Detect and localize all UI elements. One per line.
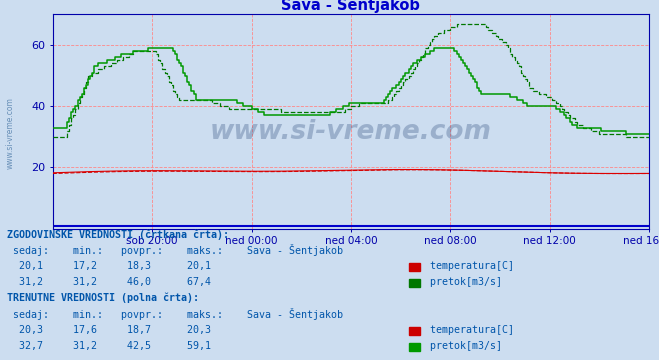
Text: www.si-vreme.com: www.si-vreme.com: [5, 97, 14, 169]
Text: TRENUTNE VREDNOSTI (polna črta):: TRENUTNE VREDNOSTI (polna črta):: [7, 293, 198, 303]
Text: 20,1     17,2     18,3      20,1: 20,1 17,2 18,3 20,1: [7, 261, 211, 271]
Text: sedaj:    min.:   povpr.:    maks.:    Sava - Šentjakob: sedaj: min.: povpr.: maks.: Sava - Šentj…: [7, 244, 343, 256]
Text: ZGODOVINSKE VREDNOSTI (črtkana črta):: ZGODOVINSKE VREDNOSTI (črtkana črta):: [7, 229, 229, 240]
Text: www.si-vreme.com: www.si-vreme.com: [210, 119, 492, 145]
Text: 20,3     17,6     18,7      20,3: 20,3 17,6 18,7 20,3: [7, 325, 211, 336]
Text: 32,7     31,2     42,5      59,1: 32,7 31,2 42,5 59,1: [7, 341, 211, 351]
Text: pretok[m3/s]: pretok[m3/s]: [424, 341, 501, 351]
Text: pretok[m3/s]: pretok[m3/s]: [424, 277, 501, 287]
Text: 31,2     31,2     46,0      67,4: 31,2 31,2 46,0 67,4: [7, 277, 211, 287]
Text: temperatura[C]: temperatura[C]: [424, 261, 514, 271]
Text: sedaj:    min.:   povpr.:    maks.:    Sava - Šentjakob: sedaj: min.: povpr.: maks.: Sava - Šentj…: [7, 307, 343, 320]
Title: Sava - Šentjakob: Sava - Šentjakob: [281, 0, 420, 13]
Text: temperatura[C]: temperatura[C]: [424, 325, 514, 336]
